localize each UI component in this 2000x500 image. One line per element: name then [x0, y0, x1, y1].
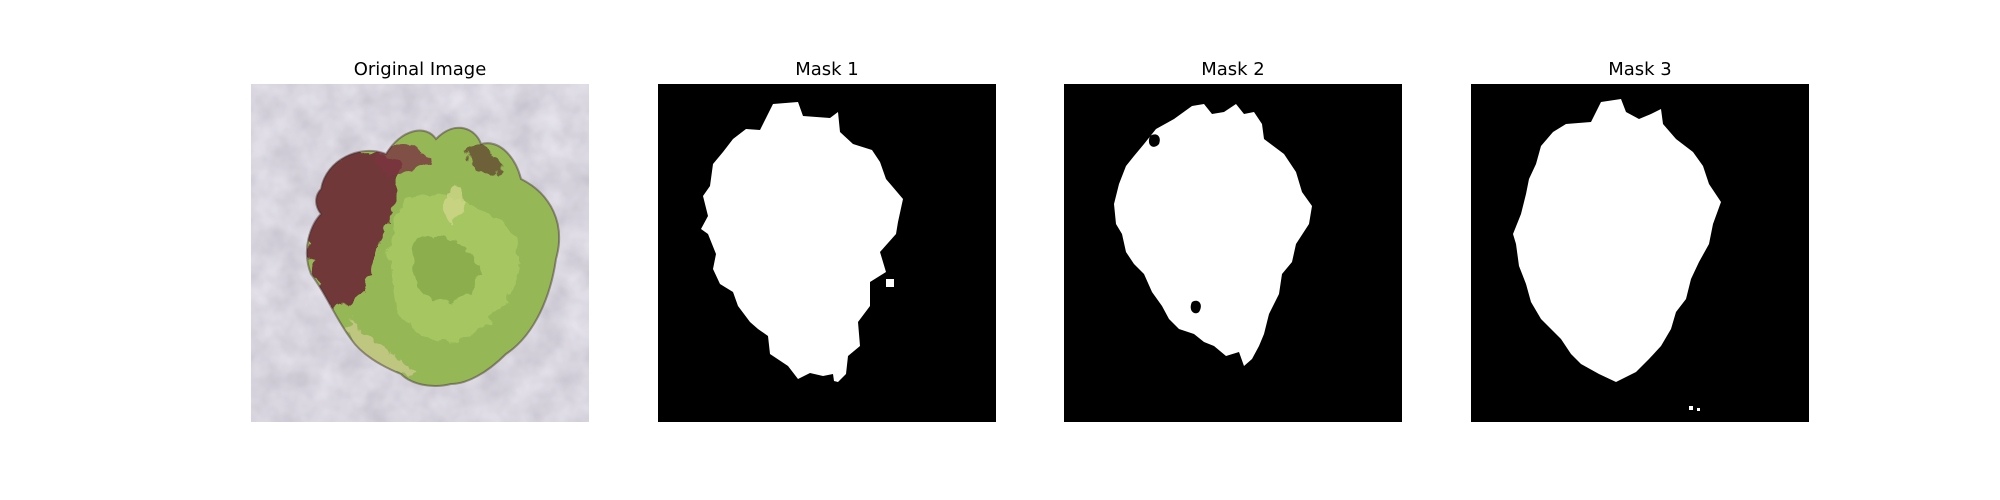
mask-1-panel — [658, 84, 996, 422]
original-image-panel — [251, 84, 589, 422]
mask-2-image — [1064, 84, 1402, 422]
panel-title-mask-3: Mask 3 — [1608, 59, 1672, 80]
mask-1-region — [701, 102, 903, 382]
panel-title-mask-2: Mask 2 — [1201, 59, 1265, 80]
mask-3-region — [1513, 99, 1721, 382]
mask-3-panel — [1471, 84, 1809, 422]
mask-2-region — [1114, 104, 1312, 366]
panel-title-original-image: Original Image — [353, 59, 487, 80]
mask-1-image — [658, 84, 996, 422]
panel-title-mask-1: Mask 1 — [795, 59, 859, 80]
original-image — [251, 84, 589, 422]
mask-2-panel — [1064, 84, 1402, 422]
mask-3-image — [1471, 84, 1809, 422]
